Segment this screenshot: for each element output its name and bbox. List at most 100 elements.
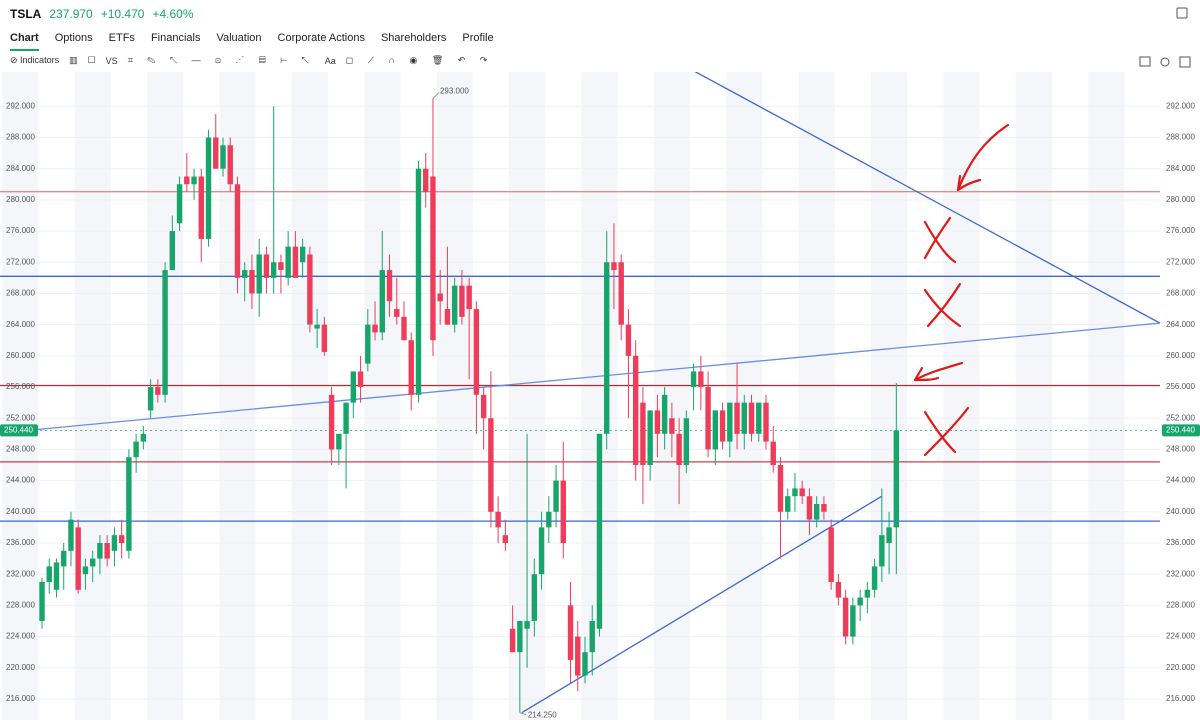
candle-body	[669, 418, 675, 434]
y-tick-label-right: 220.000	[1166, 663, 1195, 672]
tab[interactable]: Chart	[10, 32, 39, 51]
trendline	[521, 495, 883, 714]
y-tick-label-right: 268.000	[1166, 289, 1195, 298]
tab[interactable]: Shareholders	[380, 32, 447, 44]
candle-body	[806, 496, 813, 520]
candle-body	[350, 371, 357, 403]
chart: 216.000 216.000 220.000 220.000 224.000 224.0…	[0, 72, 1200, 720]
candle-body	[792, 488, 798, 497]
candle-body	[213, 137, 219, 169]
tools2[interactable]: ◻ ⟋ ∩ ◉ 🗑 ↶ ↷	[345, 55, 494, 65]
vs-button[interactable]: VS	[105, 55, 118, 66]
candle-body	[712, 410, 719, 450]
last-price-tag-left: 250.440	[4, 425, 33, 434]
week-band	[436, 72, 473, 720]
candle-body	[763, 402, 769, 442]
y-tick-label-right: 284.000	[1166, 164, 1195, 173]
candle-body	[372, 324, 378, 333]
y-tick-label-right: 288.000	[1166, 133, 1195, 142]
symbol[interactable]: TSLA	[10, 7, 42, 21]
candle-body	[126, 457, 132, 551]
candle-body	[488, 418, 494, 512]
candle-body	[75, 527, 81, 590]
low-marker-line	[519, 712, 526, 716]
y-tick-label-left: 236.000	[6, 538, 35, 547]
y-tick-label-right: 264.000	[1166, 320, 1195, 329]
y-tick-label-right: 252.000	[1166, 413, 1195, 422]
candle-body	[871, 566, 878, 590]
candle-body	[893, 430, 900, 528]
y-tick-label-left: 284.000	[6, 164, 35, 173]
candle-body	[813, 504, 820, 520]
y-tick-label-left: 276.000	[6, 226, 35, 235]
candle-body	[575, 636, 581, 676]
high-marker-label: 293.000	[440, 87, 469, 96]
candle-body	[263, 254, 270, 278]
candle-icon[interactable]: ▥	[69, 55, 78, 65]
hand-drawn-marks	[913, 123, 1010, 457]
tab[interactable]: Options	[54, 32, 93, 44]
last-price-tag-right: 250.440	[1166, 425, 1195, 434]
candle-body	[227, 145, 233, 185]
candle-body	[553, 480, 559, 512]
right-icons[interactable]	[1138, 55, 1194, 69]
indicators-button[interactable]: ⊘ Indicators	[10, 55, 60, 65]
tab[interactable]: Corporate Actions	[277, 32, 365, 44]
y-tick-label-left: 280.000	[6, 195, 35, 204]
candle-body	[401, 316, 407, 341]
candle-body	[625, 324, 632, 356]
candle-body	[242, 270, 248, 278]
y-tick-label-right: 236.000	[1166, 538, 1195, 547]
y-tick-label-left: 256.000	[6, 382, 35, 391]
candle-body	[423, 168, 429, 193]
week-band	[943, 72, 980, 720]
candle-body	[618, 262, 624, 325]
y-tick-label-right: 248.000	[1166, 445, 1195, 454]
trendline	[694, 72, 1161, 324]
y-tick-label-left: 252.000	[6, 413, 35, 422]
y-tick-label-left: 288.000	[6, 133, 35, 142]
week-band	[1015, 72, 1052, 720]
candle-body	[850, 605, 856, 637]
candle-body	[328, 394, 335, 450]
candle-body	[133, 441, 139, 458]
rect-icon[interactable]: ☐	[87, 55, 96, 65]
candle-body	[879, 535, 885, 567]
candle-body	[365, 324, 371, 364]
candle-body	[285, 246, 291, 278]
change-pct: +4.60%	[152, 7, 194, 21]
candle-body	[835, 581, 842, 598]
candle-body	[97, 542, 103, 559]
candle-body	[437, 293, 443, 302]
y-tick-label-right: 228.000	[1166, 600, 1195, 609]
candle-body	[864, 589, 871, 598]
candle-body	[777, 465, 784, 512]
candle-body	[517, 620, 523, 653]
tab[interactable]: Profile	[462, 32, 494, 44]
candle-body	[495, 511, 501, 528]
y-tick-label-right: 280.000	[1166, 195, 1195, 204]
candle-body	[53, 562, 60, 590]
y-tick-label-left: 228.000	[6, 600, 35, 609]
text-tool[interactable]: Aa	[324, 55, 336, 66]
week-band	[798, 72, 835, 720]
tab[interactable]: Valuation	[216, 32, 262, 44]
candle-body	[299, 246, 306, 263]
tab[interactable]: ETFs	[108, 32, 135, 44]
tab[interactable]: Financials	[150, 32, 201, 44]
candle-body	[560, 480, 566, 543]
tools[interactable]: ⌗ ✎ ↖ — ⊡ ⋰ ▤ ⊢ ↖	[127, 55, 315, 65]
candle-body	[756, 402, 762, 434]
expand-icon[interactable]	[1175, 6, 1189, 20]
candle-body	[39, 581, 45, 621]
y-tick-label-left: 248.000	[6, 445, 35, 454]
candle-body	[104, 542, 110, 559]
candle-body	[632, 355, 639, 466]
candle-body	[683, 418, 690, 466]
y-tick-label-left: 224.000	[6, 632, 35, 641]
y-tick-label-left: 264.000	[6, 320, 35, 329]
candle-body	[604, 262, 610, 434]
candle-body	[705, 387, 711, 450]
candle-body	[770, 441, 776, 466]
y-tick-label-right: 260.000	[1166, 351, 1195, 360]
